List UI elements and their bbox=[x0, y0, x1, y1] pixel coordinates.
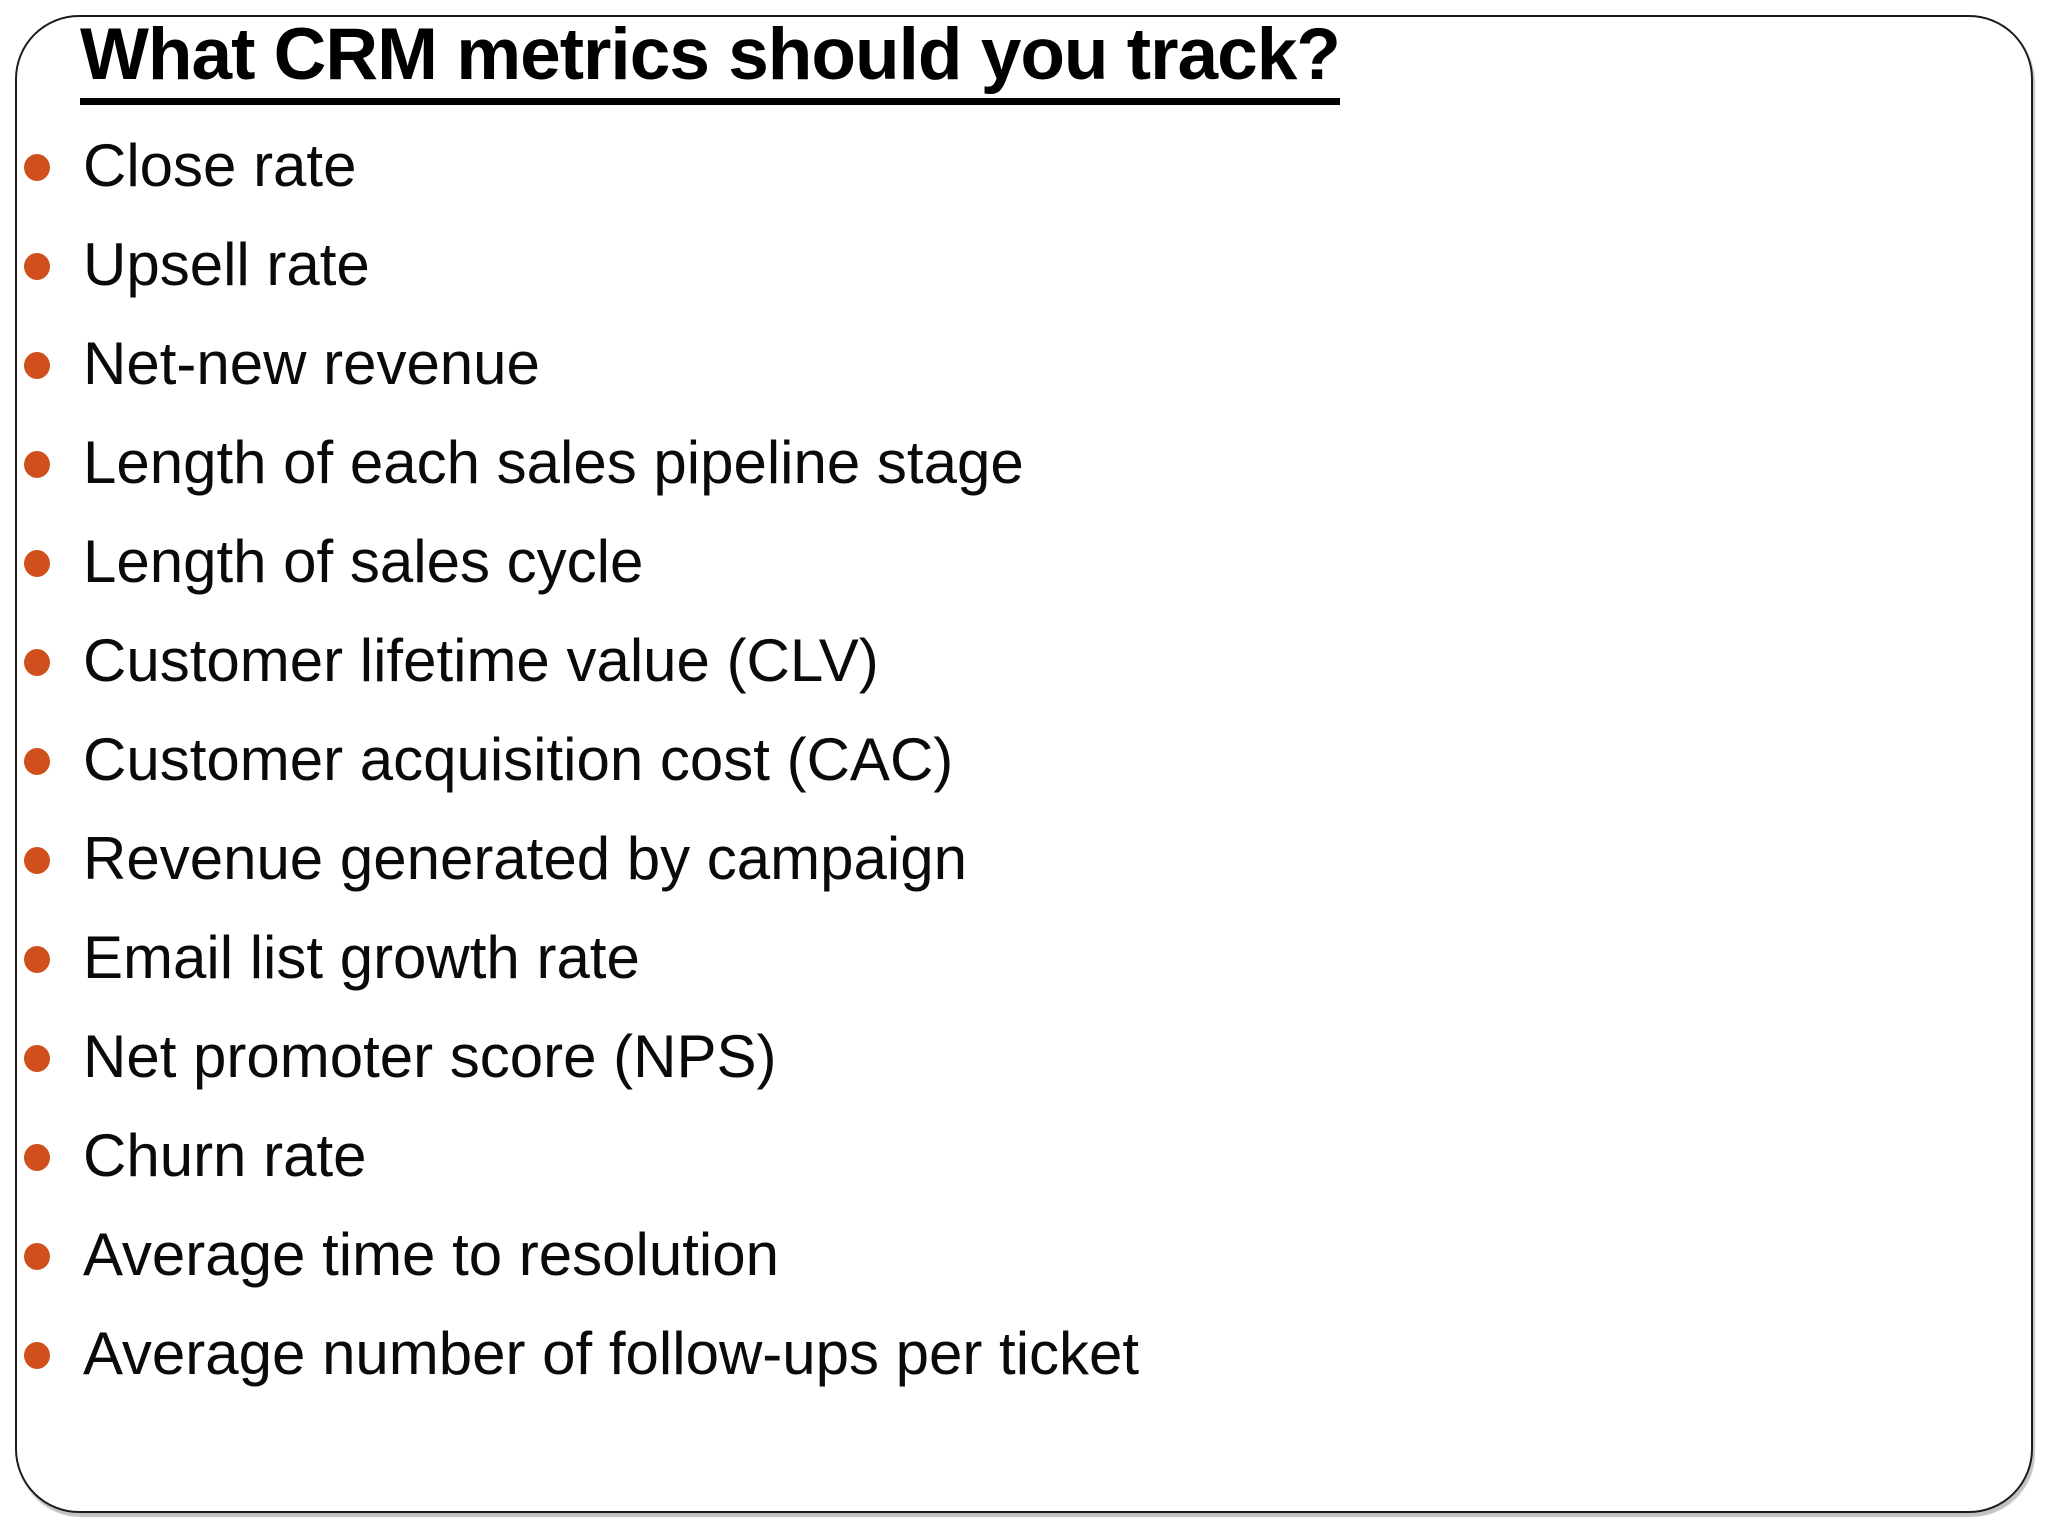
list-item-label: Upsell rate bbox=[83, 230, 370, 298]
list-item: Customer acquisition cost (CAC) bbox=[24, 712, 1139, 811]
list-item-label: Average number of follow-ups per ticket bbox=[83, 1319, 1140, 1387]
list-item-label: Close rate bbox=[83, 131, 357, 199]
list-item: Average number of follow-ups per ticket bbox=[24, 1306, 1139, 1405]
list-item: Length of sales cycle bbox=[24, 514, 1139, 613]
list-item-label: Customer lifetime value (CLV) bbox=[83, 626, 879, 694]
list-item: Churn rate bbox=[24, 1108, 1139, 1207]
bullet-dot-icon bbox=[24, 253, 50, 280]
list-item: Average time to resolution bbox=[24, 1207, 1139, 1306]
slide-title-text: What CRM metrics should you track? bbox=[80, 15, 1341, 105]
bullet-dot-icon bbox=[24, 352, 50, 379]
slide-title: What CRM metrics should you track? bbox=[80, 15, 1341, 105]
list-item-label: Churn rate bbox=[83, 1121, 367, 1189]
bullet-dot-icon bbox=[24, 451, 50, 478]
slide-border-frame bbox=[15, 15, 2033, 1513]
bullet-dot-icon bbox=[24, 154, 50, 181]
bullet-dot-icon bbox=[24, 649, 50, 676]
list-item: Revenue generated by campaign bbox=[24, 811, 1139, 910]
bullet-dot-icon bbox=[24, 1144, 50, 1171]
list-item: Net promoter score (NPS) bbox=[24, 1009, 1139, 1108]
list-item: Email list growth rate bbox=[24, 910, 1139, 1009]
list-item-label: Net promoter score (NPS) bbox=[83, 1022, 777, 1090]
list-item-label: Customer acquisition cost (CAC) bbox=[83, 725, 954, 793]
bullet-dot-icon bbox=[24, 847, 50, 874]
bullet-dot-icon bbox=[24, 550, 50, 577]
bullet-dot-icon bbox=[24, 748, 50, 775]
list-item: Upsell rate bbox=[24, 217, 1139, 316]
list-item-label: Net-new revenue bbox=[83, 329, 540, 397]
list-item-label: Length of sales cycle bbox=[83, 527, 644, 595]
list-item-label: Length of each sales pipeline stage bbox=[83, 428, 1024, 496]
list-item-label: Average time to resolution bbox=[83, 1220, 779, 1288]
list-item-label: Email list growth rate bbox=[83, 923, 640, 991]
list-item: Length of each sales pipeline stage bbox=[24, 415, 1139, 514]
bullet-dot-icon bbox=[24, 1342, 50, 1369]
list-item-label: Revenue generated by campaign bbox=[83, 824, 967, 892]
list-item: Close rate bbox=[24, 118, 1139, 217]
bullet-dot-icon bbox=[24, 1243, 50, 1270]
bullet-dot-icon bbox=[24, 1045, 50, 1072]
bullet-dot-icon bbox=[24, 946, 50, 973]
metrics-list: Close rate Upsell rate Net-new revenue Leng… bbox=[24, 118, 1139, 1405]
list-item: Customer lifetime value (CLV) bbox=[24, 613, 1139, 712]
list-item: Net-new revenue bbox=[24, 316, 1139, 415]
